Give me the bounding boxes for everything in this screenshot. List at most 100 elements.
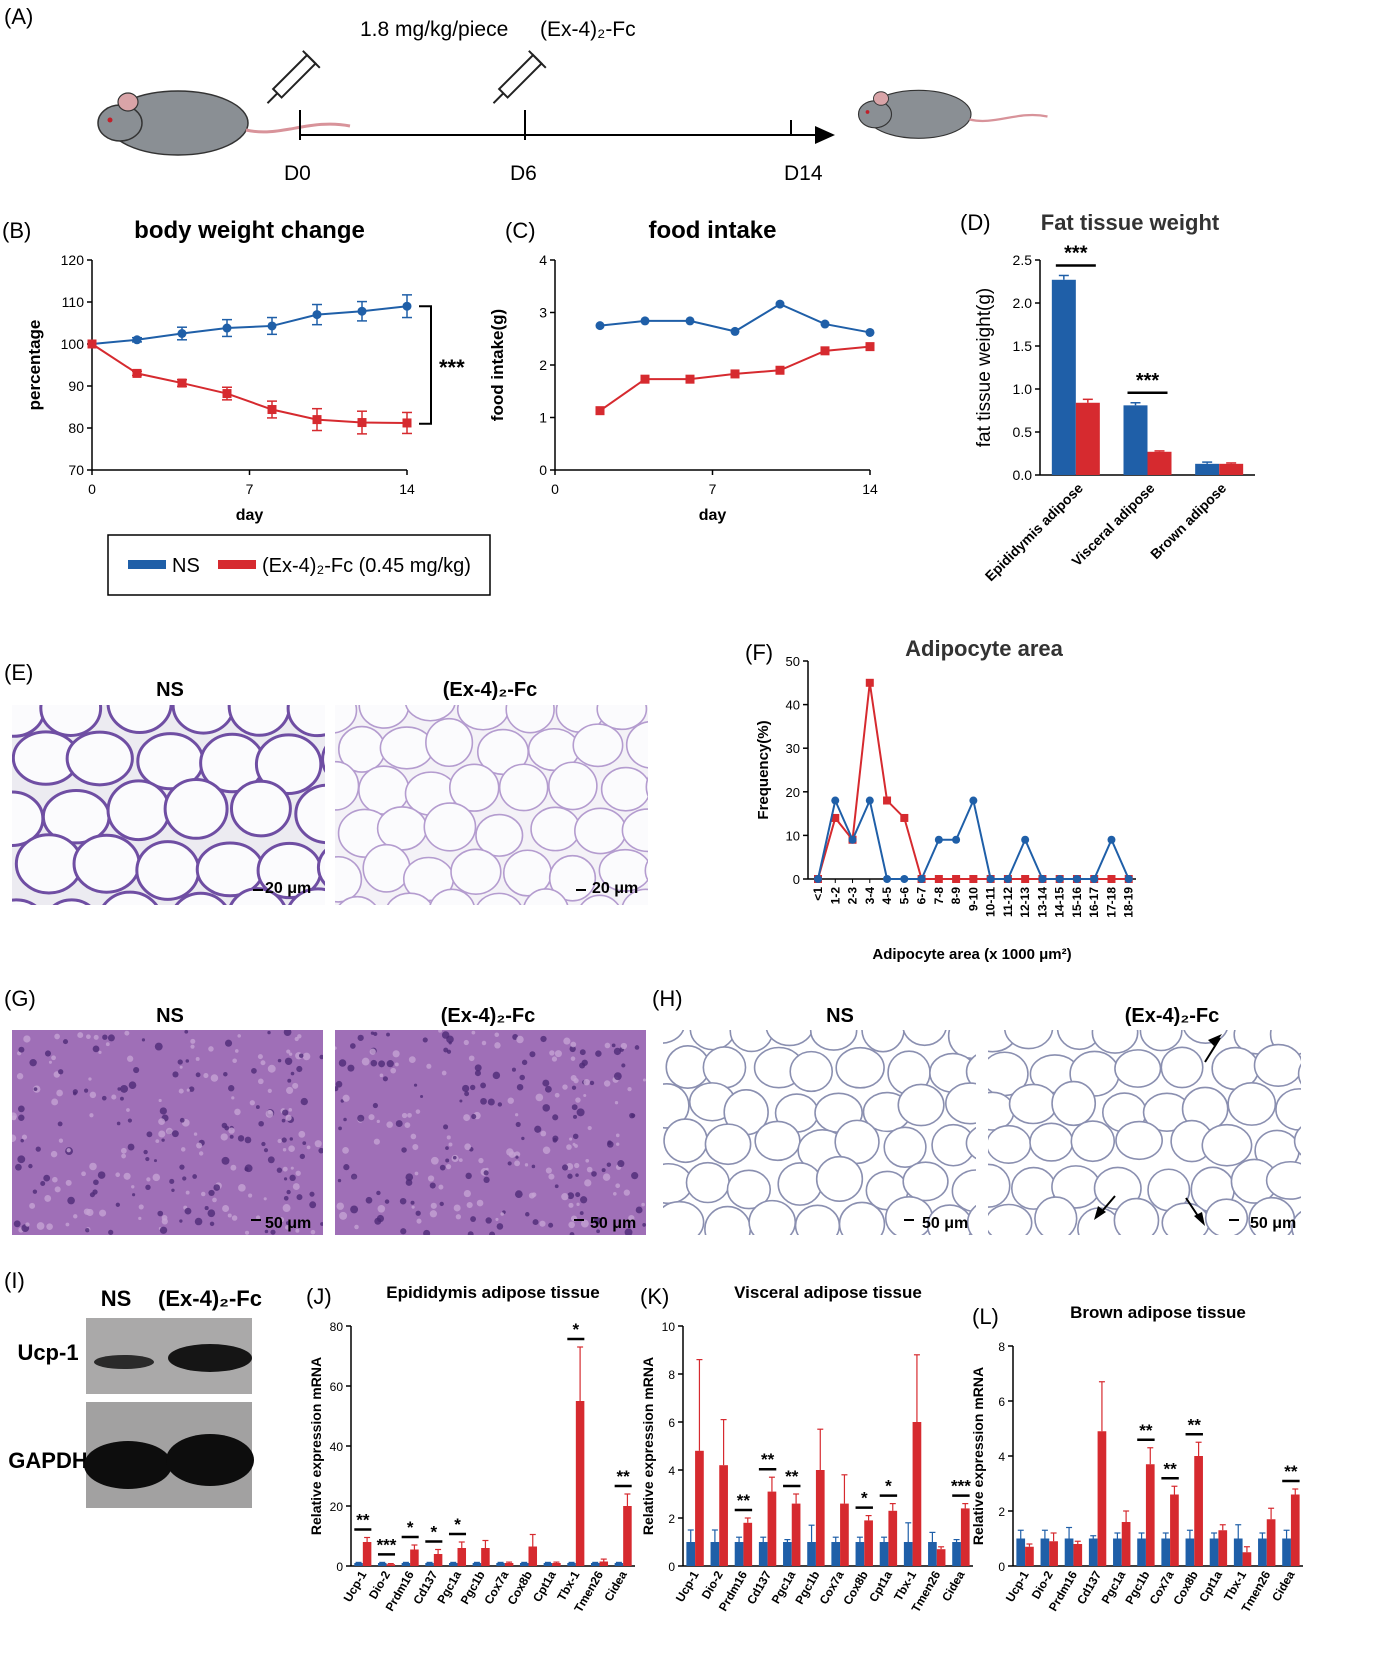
cell-nucleus <box>267 1156 275 1164</box>
cell-nucleus <box>464 1143 471 1151</box>
cell-nucleus <box>485 1217 492 1224</box>
cell-nucleus <box>420 1095 424 1099</box>
cell-nucleus <box>231 1215 238 1221</box>
cell-nucleus <box>195 1072 201 1078</box>
cell-nucleus <box>105 1042 110 1047</box>
x-tick-label: 17-18 <box>1104 887 1118 918</box>
cell-nucleus <box>357 1034 364 1041</box>
x-tick-label: Cpt1a <box>530 1568 559 1604</box>
bar <box>590 1563 600 1566</box>
cell-nucleus <box>99 1209 107 1217</box>
cell-nucleus <box>570 1041 577 1048</box>
cell-nucleus <box>470 1084 476 1091</box>
cell-nucleus <box>33 1087 38 1091</box>
adipocyte <box>951 1169 976 1213</box>
panel-i-label: (I) <box>4 1268 25 1293</box>
cell-nucleus <box>244 1230 250 1235</box>
scale-bar-label: 50 μm <box>1250 1215 1296 1232</box>
panel-h-title-treat: (Ex-4)₂-Fc <box>1125 1005 1219 1027</box>
adipocyte <box>988 1163 1011 1208</box>
data-point <box>865 342 875 352</box>
panel-label: (C) <box>505 218 536 243</box>
data-point <box>1072 875 1081 883</box>
cell-nucleus <box>351 1173 358 1180</box>
significance-label: *** <box>1064 242 1088 264</box>
arrow-icon <box>1185 1197 1205 1226</box>
y-tick-label: 100 <box>61 336 85 352</box>
y-tick-label: 3 <box>539 305 547 321</box>
y-tick-label: 60 <box>330 1380 344 1394</box>
cell-nucleus <box>138 1204 144 1210</box>
cell-nucleus <box>281 1137 287 1143</box>
cell-nucleus <box>615 1133 620 1138</box>
data-point <box>814 875 822 883</box>
cell-nucleus <box>50 1150 58 1158</box>
cell-nucleus <box>542 1146 551 1154</box>
cell-nucleus <box>212 1197 217 1203</box>
cell-nucleus <box>40 1181 46 1187</box>
cell-nucleus <box>497 1102 503 1107</box>
cell-nucleus <box>511 1067 516 1072</box>
cell-nucleus <box>439 1201 444 1207</box>
data-point <box>1090 875 1099 883</box>
cell-nucleus <box>228 1085 235 1092</box>
data-point <box>865 796 874 805</box>
cell-nucleus <box>141 1038 146 1042</box>
data-point <box>917 875 926 883</box>
data-point <box>775 365 785 375</box>
mouse-icon <box>97 90 351 156</box>
cell-nucleus <box>551 1056 558 1062</box>
cell-nucleus <box>309 1201 317 1209</box>
cell-nucleus <box>86 1034 91 1040</box>
cell-nucleus <box>611 1043 616 1048</box>
adipocyte <box>702 1046 747 1089</box>
cell-nucleus <box>190 1038 196 1044</box>
adipocyte <box>988 1203 1033 1235</box>
data-point <box>357 306 367 316</box>
cell-nucleus <box>595 1050 602 1057</box>
x-axis-label: Adipocyte area (x 1000 μm²) <box>872 946 1071 963</box>
cell-nucleus <box>234 1108 241 1116</box>
cell-nucleus <box>339 1211 348 1220</box>
bar <box>952 1542 961 1566</box>
cell-nucleus <box>572 1133 579 1140</box>
cell-nucleus <box>377 1205 386 1213</box>
cell-nucleus <box>298 1053 304 1058</box>
cell-nucleus <box>115 1172 121 1178</box>
adipocyte <box>1008 1083 1058 1125</box>
cell-nucleus <box>281 1118 286 1123</box>
cell-nucleus <box>567 1173 573 1179</box>
bar <box>496 1563 505 1566</box>
significance-label: ** <box>1284 1462 1298 1481</box>
adipocyte <box>669 896 718 939</box>
bar <box>807 1542 816 1566</box>
cell-nucleus <box>267 1064 276 1073</box>
cell-nucleus <box>101 1095 107 1101</box>
cell-nucleus <box>579 1062 586 1069</box>
cell-nucleus <box>237 1034 241 1038</box>
cell-nucleus <box>58 1138 64 1143</box>
y-tick-label: 4 <box>539 252 547 268</box>
cell-nucleus <box>347 1064 355 1072</box>
cell-nucleus <box>506 1148 514 1156</box>
cell-nucleus <box>89 1091 97 1099</box>
bar <box>1170 1494 1179 1566</box>
day-label-d0: D0 <box>284 162 311 185</box>
cell-nucleus <box>376 1190 381 1196</box>
ihc-micrograph-treat <box>988 1030 1301 1235</box>
cell-nucleus <box>548 1173 555 1180</box>
cell-nucleus <box>471 1030 476 1035</box>
cell-nucleus <box>350 1205 359 1214</box>
significance-label: *** <box>439 355 465 380</box>
data-point <box>952 835 961 844</box>
adipocyte <box>596 705 648 731</box>
data-point <box>831 813 840 822</box>
significance-label: ** <box>617 1467 631 1486</box>
cell-nucleus <box>463 1114 471 1122</box>
cell-nucleus <box>573 1077 579 1084</box>
cell-nucleus <box>244 1136 252 1144</box>
cell-nucleus <box>159 1107 167 1115</box>
cell-nucleus <box>288 1052 293 1056</box>
bar <box>1233 1538 1243 1566</box>
cell-nucleus <box>133 1066 140 1074</box>
